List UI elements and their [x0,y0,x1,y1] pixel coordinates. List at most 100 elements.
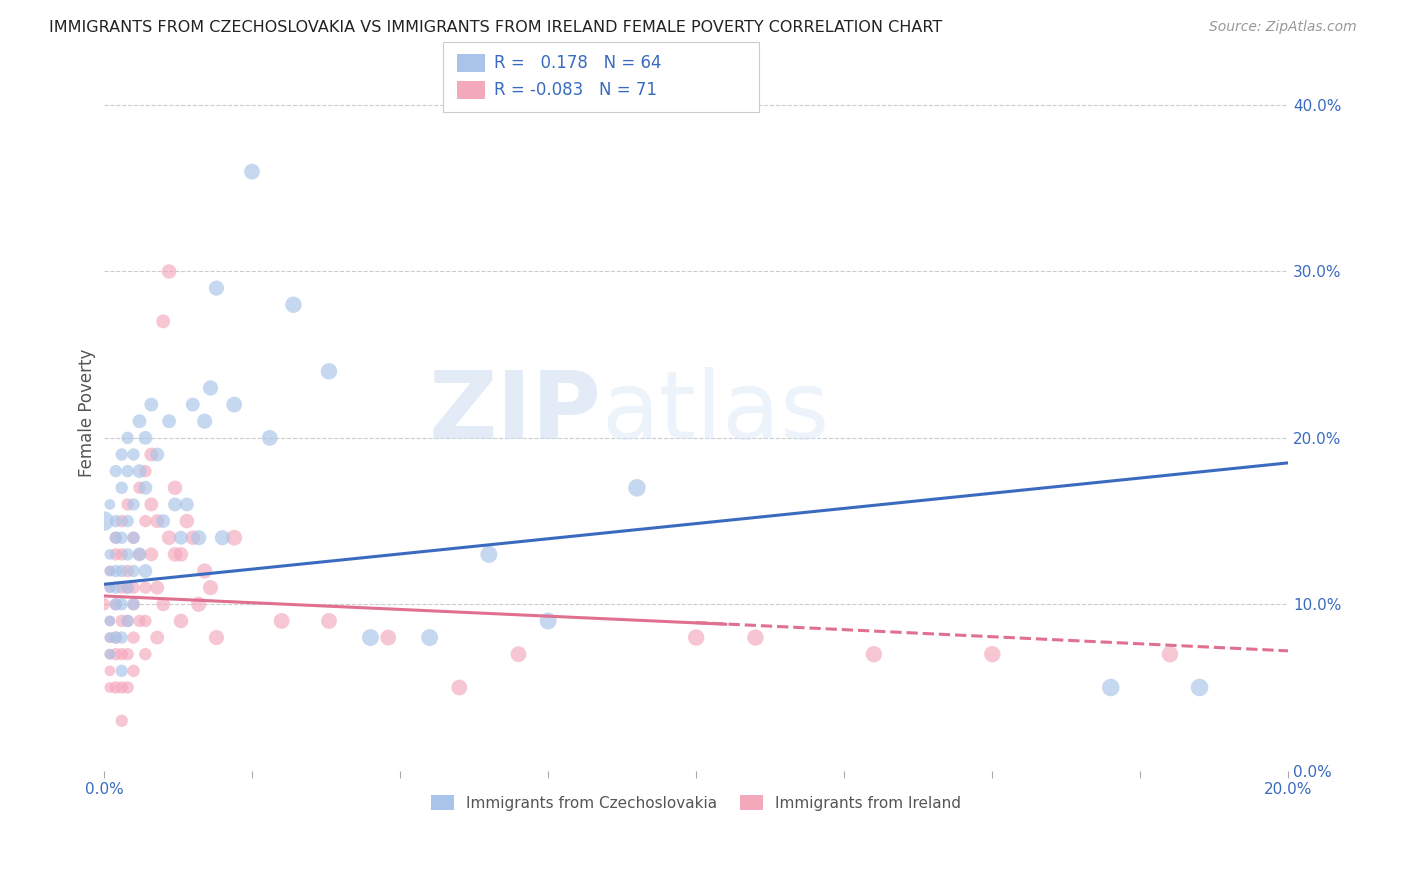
Point [200,581,222,595]
Point [104,647,127,661]
Point [117,498,139,512]
Point [128,547,150,561]
Point [104,597,127,611]
Point [176,514,198,528]
Point [163,481,186,495]
Point [359,631,381,645]
Point [128,481,150,495]
Point [270,614,292,628]
Point [122,597,145,611]
Point [111,531,134,545]
Point [181,398,204,412]
Point [98,564,121,578]
Point [122,448,145,462]
Point [117,431,139,445]
Point [163,547,186,561]
Point [117,581,139,595]
Point [200,381,222,395]
Point [152,314,174,328]
Point [205,631,228,645]
Point [117,581,139,595]
Text: atlas: atlas [602,367,830,458]
Point [134,431,156,445]
Point [146,448,169,462]
Point [134,647,156,661]
Point [478,547,501,561]
Point [104,581,127,595]
Point [98,581,121,595]
Point [170,614,193,628]
Point [508,647,530,661]
Point [104,631,127,645]
Point [122,564,145,578]
Point [98,564,121,578]
Text: ZIP: ZIP [429,367,602,458]
Point [122,597,145,611]
Point [117,614,139,628]
Point [111,448,134,462]
Point [98,664,121,678]
Point [104,547,127,561]
Point [117,514,139,528]
Point [111,597,134,611]
Point [170,531,193,545]
Text: IMMIGRANTS FROM CZECHOSLOVAKIA VS IMMIGRANTS FROM IRELAND FEMALE POVERTY CORRELA: IMMIGRANTS FROM CZECHOSLOVAKIA VS IMMIGR… [49,20,942,35]
Point [98,647,121,661]
Point [111,631,134,645]
Point [122,581,145,595]
Point [98,631,121,645]
Point [1188,681,1211,695]
Point [98,498,121,512]
Point [98,631,121,645]
Point [122,531,145,545]
Point [134,464,156,478]
Point [111,681,134,695]
Legend: Immigrants from Czechoslovakia, Immigrants from Ireland: Immigrants from Czechoslovakia, Immigran… [425,789,967,817]
Point [104,681,127,695]
Point [152,514,174,528]
Point [111,714,134,728]
Point [128,614,150,628]
Point [104,531,127,545]
Point [111,647,134,661]
Point [187,531,209,545]
Point [104,514,127,528]
Point [104,564,127,578]
Text: R = -0.083   N = 71: R = -0.083 N = 71 [494,81,657,99]
Point [141,398,163,412]
Point [117,547,139,561]
Point [111,664,134,678]
Point [163,498,186,512]
Point [104,597,127,611]
Point [111,514,134,528]
Point [240,164,263,178]
Point [104,531,127,545]
Point [141,448,163,462]
Point [187,597,209,611]
Point [449,681,471,695]
Point [111,481,134,495]
Point [419,631,441,645]
Point [122,498,145,512]
Point [157,414,180,428]
Point [205,281,228,295]
Point [176,498,198,512]
Point [146,514,169,528]
Point [146,631,169,645]
Point [117,647,139,661]
Point [981,647,1004,661]
Point [98,547,121,561]
Point [98,647,121,661]
Point [318,364,340,378]
Point [211,531,233,545]
Point [194,564,217,578]
Point [626,481,648,495]
Point [98,614,121,628]
Point [157,264,180,278]
Point [224,531,246,545]
Point [283,298,305,312]
Point [93,597,115,611]
Point [111,564,134,578]
Point [863,647,886,661]
Point [134,481,156,495]
